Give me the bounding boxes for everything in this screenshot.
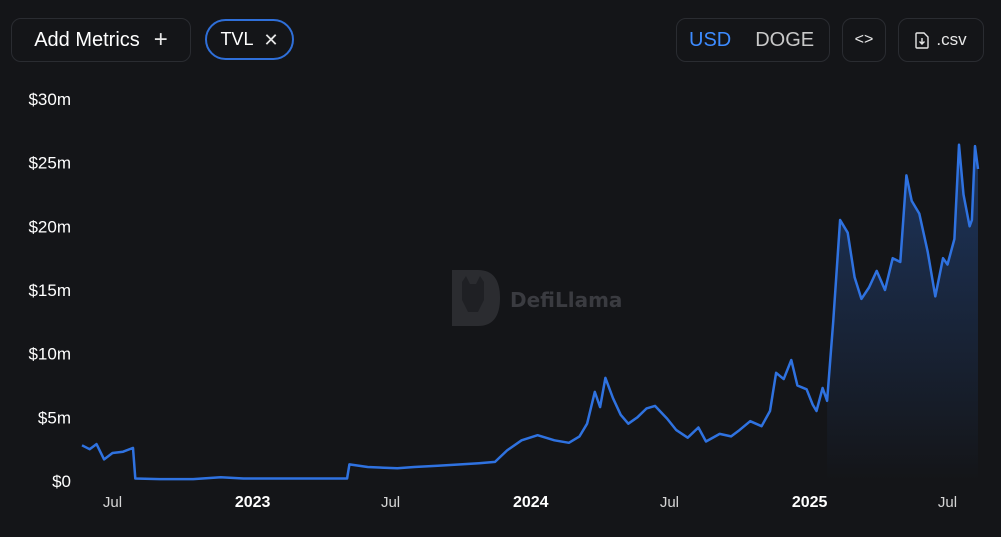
csv-label: .csv: [936, 30, 967, 49]
close-icon[interactable]: ✕: [263, 29, 279, 50]
y-tick-label: $15m: [28, 281, 71, 300]
y-tick-label: $0: [52, 472, 71, 491]
x-tick-label: Jul: [938, 494, 957, 511]
currency-toggle: USD DOGE: [676, 18, 830, 62]
tvl-area: [827, 144, 978, 482]
x-tick-label: 2023: [235, 494, 271, 511]
currency-option-usd[interactable]: USD: [689, 28, 732, 51]
plus-icon: +: [153, 26, 168, 53]
file-download-icon: [915, 31, 930, 49]
currency-option-doge[interactable]: DOGE: [755, 28, 815, 51]
embed-button[interactable]: <>: [842, 18, 886, 62]
code-brackets-icon: <>: [854, 31, 874, 48]
x-tick-label: 2025: [792, 494, 828, 511]
y-tick-label: $20m: [28, 217, 71, 236]
metric-pill-tvl[interactable]: TVL ✕: [205, 19, 294, 60]
y-tick-label: $5m: [38, 408, 71, 427]
x-tick-label: 2024: [513, 494, 549, 511]
defillama-watermark: DefiLlama: [452, 270, 622, 326]
y-tick-label: $30m: [28, 90, 71, 109]
add-metrics-label: Add Metrics: [34, 28, 140, 51]
x-tick-label: Jul: [381, 494, 400, 511]
tvl-line: [81, 143, 980, 481]
y-tick-label: $25m: [28, 154, 71, 173]
add-metrics-button[interactable]: Add Metrics +: [11, 18, 191, 62]
metric-pill-label: TVL: [220, 29, 254, 49]
watermark-text: DefiLlama: [510, 288, 622, 312]
x-tick-label: Jul: [660, 494, 679, 511]
y-tick-label: $10m: [28, 345, 71, 364]
download-csv-button[interactable]: .csv: [898, 18, 984, 62]
x-tick-label: Jul: [103, 494, 122, 511]
